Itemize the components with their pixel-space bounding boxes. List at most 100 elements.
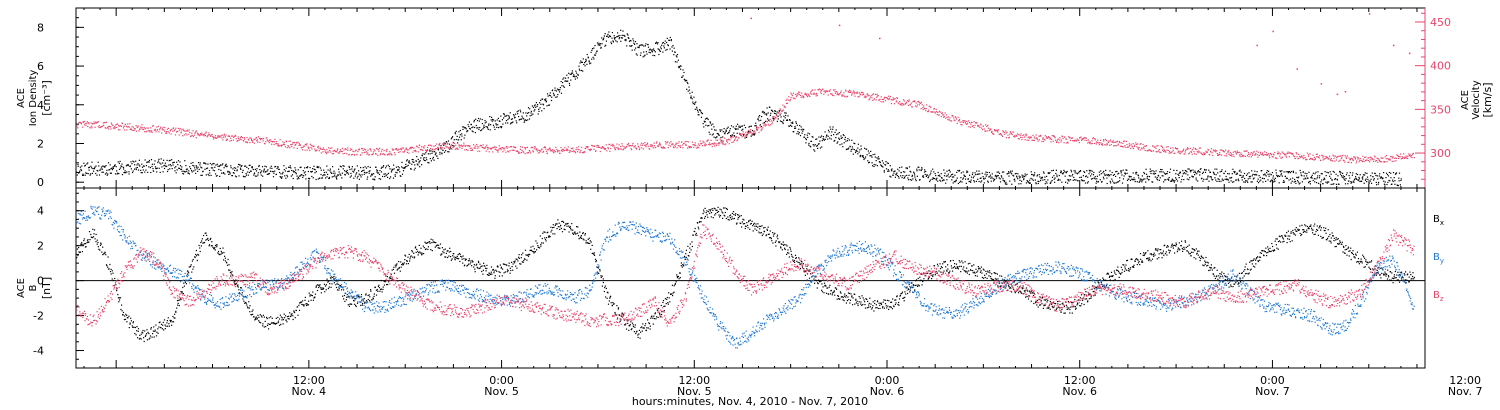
density-series-point: [516, 122, 518, 124]
density-series-point: [1020, 183, 1022, 185]
density-series-point: [1117, 173, 1119, 175]
density-series-point: [182, 173, 185, 175]
density-series-point: [995, 174, 997, 176]
velocity-series-point: [177, 127, 180, 129]
density-series-point: [759, 124, 761, 126]
density-series-point: [1349, 177, 1351, 179]
velocity-series-point: [1374, 156, 1376, 158]
velocity-series-point: [1413, 157, 1415, 159]
velocity-series-point: [577, 148, 579, 151]
density-series-point: [183, 170, 185, 172]
velocity-series-point: [398, 148, 400, 150]
velocity-series-point: [334, 150, 336, 153]
density-series-point: [766, 107, 768, 109]
velocity-series-point: [1043, 138, 1045, 140]
velocity-series-point: [824, 91, 826, 94]
density-series-point: [1124, 172, 1126, 174]
density-series-point: [478, 128, 480, 131]
density-series-point: [471, 127, 473, 129]
velocity-series-point: [246, 136, 248, 139]
velocity-series-point: [732, 141, 735, 143]
velocity-series-point: [926, 104, 928, 106]
density-series-point: [226, 165, 228, 167]
velocity-series-point: [1285, 156, 1288, 158]
velocity-series-point: [742, 133, 744, 135]
velocity-series-point: [221, 137, 223, 139]
velocity-series-point: [895, 101, 897, 103]
density-series-point: [614, 38, 616, 40]
density-series-point: [866, 148, 868, 150]
velocity-series-point: [372, 151, 375, 153]
density-series-point: [998, 172, 1001, 174]
density-series-point: [716, 132, 718, 135]
velocity-series-point: [146, 130, 148, 132]
velocity-series-point: [574, 151, 576, 153]
density-series-point: [339, 165, 341, 167]
velocity-series-point: [1277, 153, 1279, 155]
density-series-point: [1286, 177, 1288, 179]
velocity-series-point: [632, 144, 634, 146]
density-series-point: [514, 116, 516, 118]
density-series-point: [154, 166, 157, 168]
density-series-point: [466, 131, 468, 133]
density-series-point: [596, 50, 598, 52]
velocity-series-point: [152, 125, 154, 127]
density-series-point: [870, 155, 872, 157]
velocity-series-point: [622, 149, 624, 151]
velocity-series-point: [836, 91, 838, 93]
density-series-point: [891, 170, 893, 172]
density-series-point: [86, 163, 88, 165]
density-series-point: [1172, 180, 1175, 182]
velocity-series-point: [653, 145, 655, 147]
velocity-series-point: [711, 145, 713, 148]
density-series-point: [552, 92, 555, 94]
velocity-series-point: [966, 122, 969, 124]
velocity-series-point: [902, 99, 905, 101]
velocity-series-point: [981, 128, 984, 131]
velocity-series-point: [336, 151, 338, 153]
density-series-point: [1261, 170, 1263, 172]
velocity-series-point: [349, 149, 351, 151]
velocity-series-point: [319, 148, 321, 150]
velocity-series-point: [634, 146, 636, 148]
velocity-tick-label: 450: [1430, 16, 1451, 29]
velocity-series-point: [157, 125, 159, 127]
density-series-point: [547, 104, 550, 106]
density-series-point: [805, 139, 807, 141]
velocity-series-point: [815, 93, 817, 95]
density-series-point: [963, 175, 966, 177]
density-series-point: [88, 169, 90, 171]
density-series-point: [96, 169, 98, 172]
density-series-point: [423, 159, 425, 161]
density-series-point: [616, 36, 618, 38]
density-series-point: [1339, 173, 1342, 175]
velocity-series-point: [860, 93, 862, 95]
density-series-point: [1278, 182, 1280, 184]
density-series-point: [940, 180, 942, 182]
density-series-point: [792, 121, 794, 123]
density-series-point: [393, 164, 395, 166]
density-series-point: [317, 167, 319, 169]
density-series-point: [215, 164, 217, 166]
velocity-series-point: [994, 129, 996, 132]
density-series-point: [325, 171, 327, 173]
velocity-series-point: [316, 149, 318, 151]
density-series-point: [807, 132, 809, 134]
density-series-point: [946, 170, 948, 172]
density-series-point: [79, 166, 81, 168]
velocity-series-point: [1243, 155, 1245, 157]
velocity-series-point: [658, 144, 660, 146]
velocity-series-point: [1312, 154, 1314, 156]
density-series-point: [320, 169, 322, 171]
velocity-series-point: [730, 137, 732, 139]
velocity-series-point: [1221, 154, 1223, 156]
velocity-series-point: [715, 144, 718, 147]
velocity-series-point: [825, 90, 827, 92]
density-series-point: [987, 181, 989, 183]
velocity-series-point: [589, 149, 591, 151]
velocity-series-point: [846, 95, 849, 97]
bx-series-point: [81, 242, 83, 244]
density-series-point: [640, 52, 642, 54]
density-series-point: [772, 110, 774, 113]
density-series-point: [863, 158, 865, 161]
